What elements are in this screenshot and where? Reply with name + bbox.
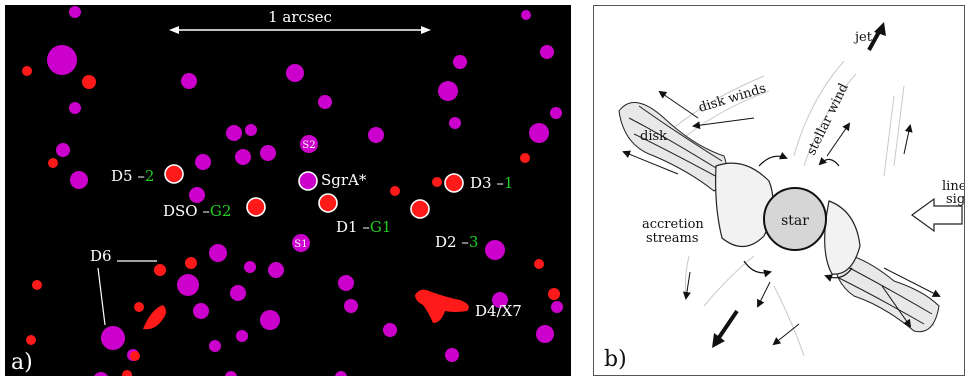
background-star [181,73,197,89]
background-star [335,371,347,376]
background-dusty-source [185,257,197,269]
background-star [438,81,458,101]
background-dusty-source [26,335,36,345]
background-star [230,285,246,301]
background-star [209,244,227,262]
panel-b-letter: b) [604,347,627,372]
panel-a-canvas: 1 arcsec SgrA* S2 S1 D1 –G1 D2 –3 D3 –1 … [5,5,571,376]
d1-marker [319,194,337,212]
panel-b-canvas: star [594,6,964,375]
d5-label: D5 –2 [111,167,154,185]
background-star [56,143,70,157]
dusty-sources [22,66,560,376]
background-dusty-source [82,75,96,89]
d2-label: D2 –3 [435,233,478,251]
panel-a-letter: a) [11,350,33,375]
background-star [236,330,248,342]
background-star [225,371,237,376]
sgra-marker [299,172,317,190]
background-star [344,299,358,313]
background-star [338,275,354,291]
accretion-label-2: streams [646,231,699,246]
background-dusty-source [432,177,442,187]
star-label: star [781,213,809,229]
background-star [485,240,505,260]
background-star [47,45,77,75]
background-dusty-source [134,302,144,312]
background-dusty-source [534,259,544,269]
panel-a-galactic-center-map: 1 arcsec SgrA* S2 S1 D1 –G1 D2 –3 D3 –1 … [5,5,571,376]
background-star [69,102,81,114]
d2-marker [411,200,429,218]
accretion-label-1: accretion [642,217,704,232]
background-star [69,6,81,18]
background-star [318,95,332,109]
background-star [445,348,459,362]
dso-label: DSO –G2 [163,202,231,220]
background-star [449,117,461,129]
line-of-sight-label-2: sight [946,192,964,207]
panel-b-dusty-star-sketch: star [593,5,965,376]
stellar-wind-label: stellar wind [804,81,852,158]
d4x7-source [415,290,469,323]
background-star [226,125,242,141]
background-star [536,325,554,343]
dso-marker [247,198,265,216]
background-star [268,262,284,278]
s2-label: S2 [302,140,315,151]
background-star [521,10,531,20]
background-star [93,372,109,376]
d6-label: D6 [90,247,112,265]
background-star [245,124,257,136]
background-dusty-source [122,370,132,376]
background-star [453,55,467,69]
d6-star [101,326,125,350]
background-star [260,310,280,330]
background-star [209,340,221,352]
d1-label: D1 –G1 [336,218,391,236]
disk-upper [619,102,726,191]
background-dusty-source [520,153,530,163]
background-star [551,301,563,313]
background-dusty-source [32,280,42,290]
d5-marker [165,165,183,183]
d6-pointer-v [98,268,105,325]
background-star [550,107,562,119]
d4x7-label: D4/X7 [475,302,522,320]
disk-winds-label: disk winds [697,81,768,116]
background-star [383,323,397,337]
background-dusty-source [130,351,140,361]
background-dusty-source [548,288,560,300]
background-dusty-source [390,186,400,196]
s1-label: S1 [294,239,307,250]
background-star [540,45,554,59]
background-star [529,123,549,143]
background-star [177,274,199,296]
background-star [193,303,209,319]
background-star [70,171,88,189]
jet-label: jet [853,30,873,45]
background-star [260,145,276,161]
background-dusty-source [22,66,32,76]
background-star [368,127,384,143]
sgra-label: SgrA* [321,171,367,189]
d6-extended-source [143,305,166,329]
d3-label: D3 –1 [470,174,513,192]
d3-marker [445,174,463,192]
scale-bar: 1 arcsec [169,8,431,34]
scale-label: 1 arcsec [268,8,332,26]
background-star [189,187,205,203]
disk-label: disk [640,129,667,144]
background-dusty-source [154,264,166,276]
background-star [286,64,304,82]
background-star [235,149,251,165]
background-dusty-source [48,158,58,168]
background-star [244,261,256,273]
background-star [195,154,211,170]
